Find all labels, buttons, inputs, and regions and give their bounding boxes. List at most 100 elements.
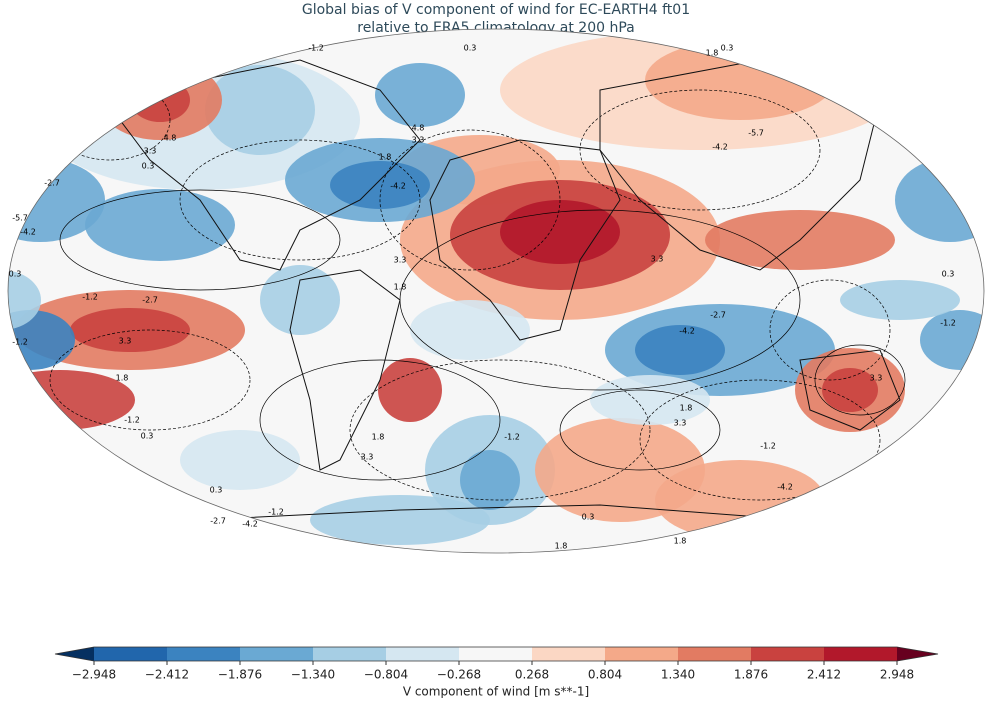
- contour-label: 1.8: [394, 283, 407, 292]
- colorbar-tick-label: 2.412: [807, 668, 841, 682]
- field-patch: [460, 450, 520, 510]
- field-patch: [205, 65, 315, 155]
- contour-label: -4.2: [390, 182, 406, 191]
- contour-line: [59, 189, 341, 291]
- coastline: [799, 349, 901, 431]
- contour-label: 0.3: [9, 270, 22, 279]
- colorbar-tick-label: 1.340: [661, 668, 695, 682]
- contour-line: [579, 89, 821, 211]
- colorbar-tick-label: 0.268: [515, 668, 549, 682]
- contour-label: -2.7: [210, 517, 226, 526]
- contour-label: -4.2: [20, 228, 36, 237]
- contour-label: 0.3: [464, 44, 477, 53]
- colorbar-swatch: [605, 647, 679, 661]
- contour-label: 0.3: [721, 44, 734, 53]
- contour-labels: -1.2 0.31.80.34.83.31.8-4.2-5.7-4.23.34.8…: [9, 44, 956, 551]
- contour-label: -1.2: [760, 442, 776, 451]
- contour-label: -1.2: [940, 319, 956, 328]
- contour-label: 1.8: [555, 542, 568, 551]
- contour-line: [769, 279, 891, 381]
- contour-label: 3.3: [674, 419, 687, 428]
- colorbar: −2.948 −2.412 −1.876 −1.340 −0.804 −0.268 0.26…: [54, 646, 939, 682]
- contour-line: [639, 379, 881, 501]
- contour-label: -1.2: [504, 433, 520, 442]
- contour-line: [49, 329, 251, 431]
- contour-line: [259, 359, 501, 481]
- contour-label: 0.3: [210, 486, 223, 495]
- contour-label: -2.7: [44, 179, 60, 188]
- contour-label: -1.2: [268, 508, 284, 517]
- contour-label: 0.3: [142, 162, 155, 171]
- colorbar-swatch: [678, 647, 752, 661]
- contour-line: [814, 344, 906, 416]
- field-patch: [840, 280, 960, 320]
- contour-label: -1.2: [12, 338, 28, 347]
- field-patch: [310, 495, 490, 545]
- colorbar-tick-label: −0.804: [364, 668, 408, 682]
- contour-label: -5.7: [748, 129, 764, 138]
- contour-label: -2.7: [710, 311, 726, 320]
- colorbar-swatch: [751, 647, 825, 661]
- contour-line: [559, 389, 721, 471]
- map-border: [7, 28, 985, 554]
- field-patch: [822, 368, 878, 412]
- colorbar-swatch: [240, 647, 314, 661]
- field-patch: [378, 358, 442, 422]
- field-patch: [635, 325, 725, 375]
- colorbar-label: V component of wind [m s**-1]: [403, 685, 589, 699]
- map: [8, 29, 984, 553]
- contour-label: 3.3: [361, 453, 374, 462]
- contour-label: 4.8: [164, 134, 177, 143]
- colorbar-swatch: [94, 647, 168, 661]
- field-patch: [70, 308, 190, 352]
- coastline: [429, 139, 621, 341]
- contour-label: -4.2: [712, 143, 728, 152]
- contour-label: 3.3: [651, 255, 664, 264]
- colorbar-tick-label: −2.948: [72, 668, 116, 682]
- colorbar-under: [55, 647, 94, 661]
- field-patch: [500, 200, 620, 264]
- contour-label: 1.8: [379, 153, 392, 162]
- contour-label: -2.7: [142, 296, 158, 305]
- colorbar-tick-label: −2.412: [145, 668, 189, 682]
- contour-label: 3.3: [119, 337, 132, 346]
- contour-label: 1.8: [706, 49, 719, 58]
- contour-label: 1.8: [372, 433, 385, 442]
- field-patch: [85, 189, 235, 261]
- colorbar-swatch: [459, 647, 533, 661]
- contour-label: -4.2: [242, 520, 258, 529]
- contour-label: 1.8: [680, 404, 693, 413]
- field-patch: [8, 270, 41, 330]
- field-patch: [645, 40, 835, 120]
- contour-label: -1.2: [82, 293, 98, 302]
- colorbar-swatch: [532, 647, 606, 661]
- contour-label: 0.3: [141, 432, 154, 441]
- colorbar-tick-label: 0.804: [588, 668, 622, 682]
- colorbar-over: [897, 647, 938, 661]
- field-patch: [410, 300, 530, 360]
- title-line: Global bias of V component of wind for E…: [302, 2, 690, 18]
- field-patch: [180, 430, 300, 490]
- colorbar-tick-label: 2.948: [880, 668, 914, 682]
- contour-label: 4.8: [412, 124, 425, 133]
- field-patch: [655, 460, 825, 540]
- field-patch: [375, 63, 465, 127]
- colorbar-swatch: [167, 647, 241, 661]
- colorbar-swatch: [824, 647, 898, 661]
- contour-label: 1.8: [116, 374, 129, 383]
- contour-line: [349, 359, 651, 501]
- field-patch: [260, 265, 340, 335]
- contour-label: 1.8: [674, 537, 687, 546]
- field-patch: [590, 375, 710, 425]
- contour-label: 3.3: [870, 374, 883, 383]
- contour-label: -5.7: [12, 214, 28, 223]
- coastline: [119, 59, 421, 271]
- contour-label: 3.3: [394, 256, 407, 265]
- contour-line: [379, 129, 561, 271]
- contour-label: 0.3: [582, 513, 595, 522]
- field-patch: [130, 78, 190, 122]
- coastline: [289, 269, 401, 471]
- field-patch: [8, 158, 105, 242]
- contour-line: [179, 139, 421, 261]
